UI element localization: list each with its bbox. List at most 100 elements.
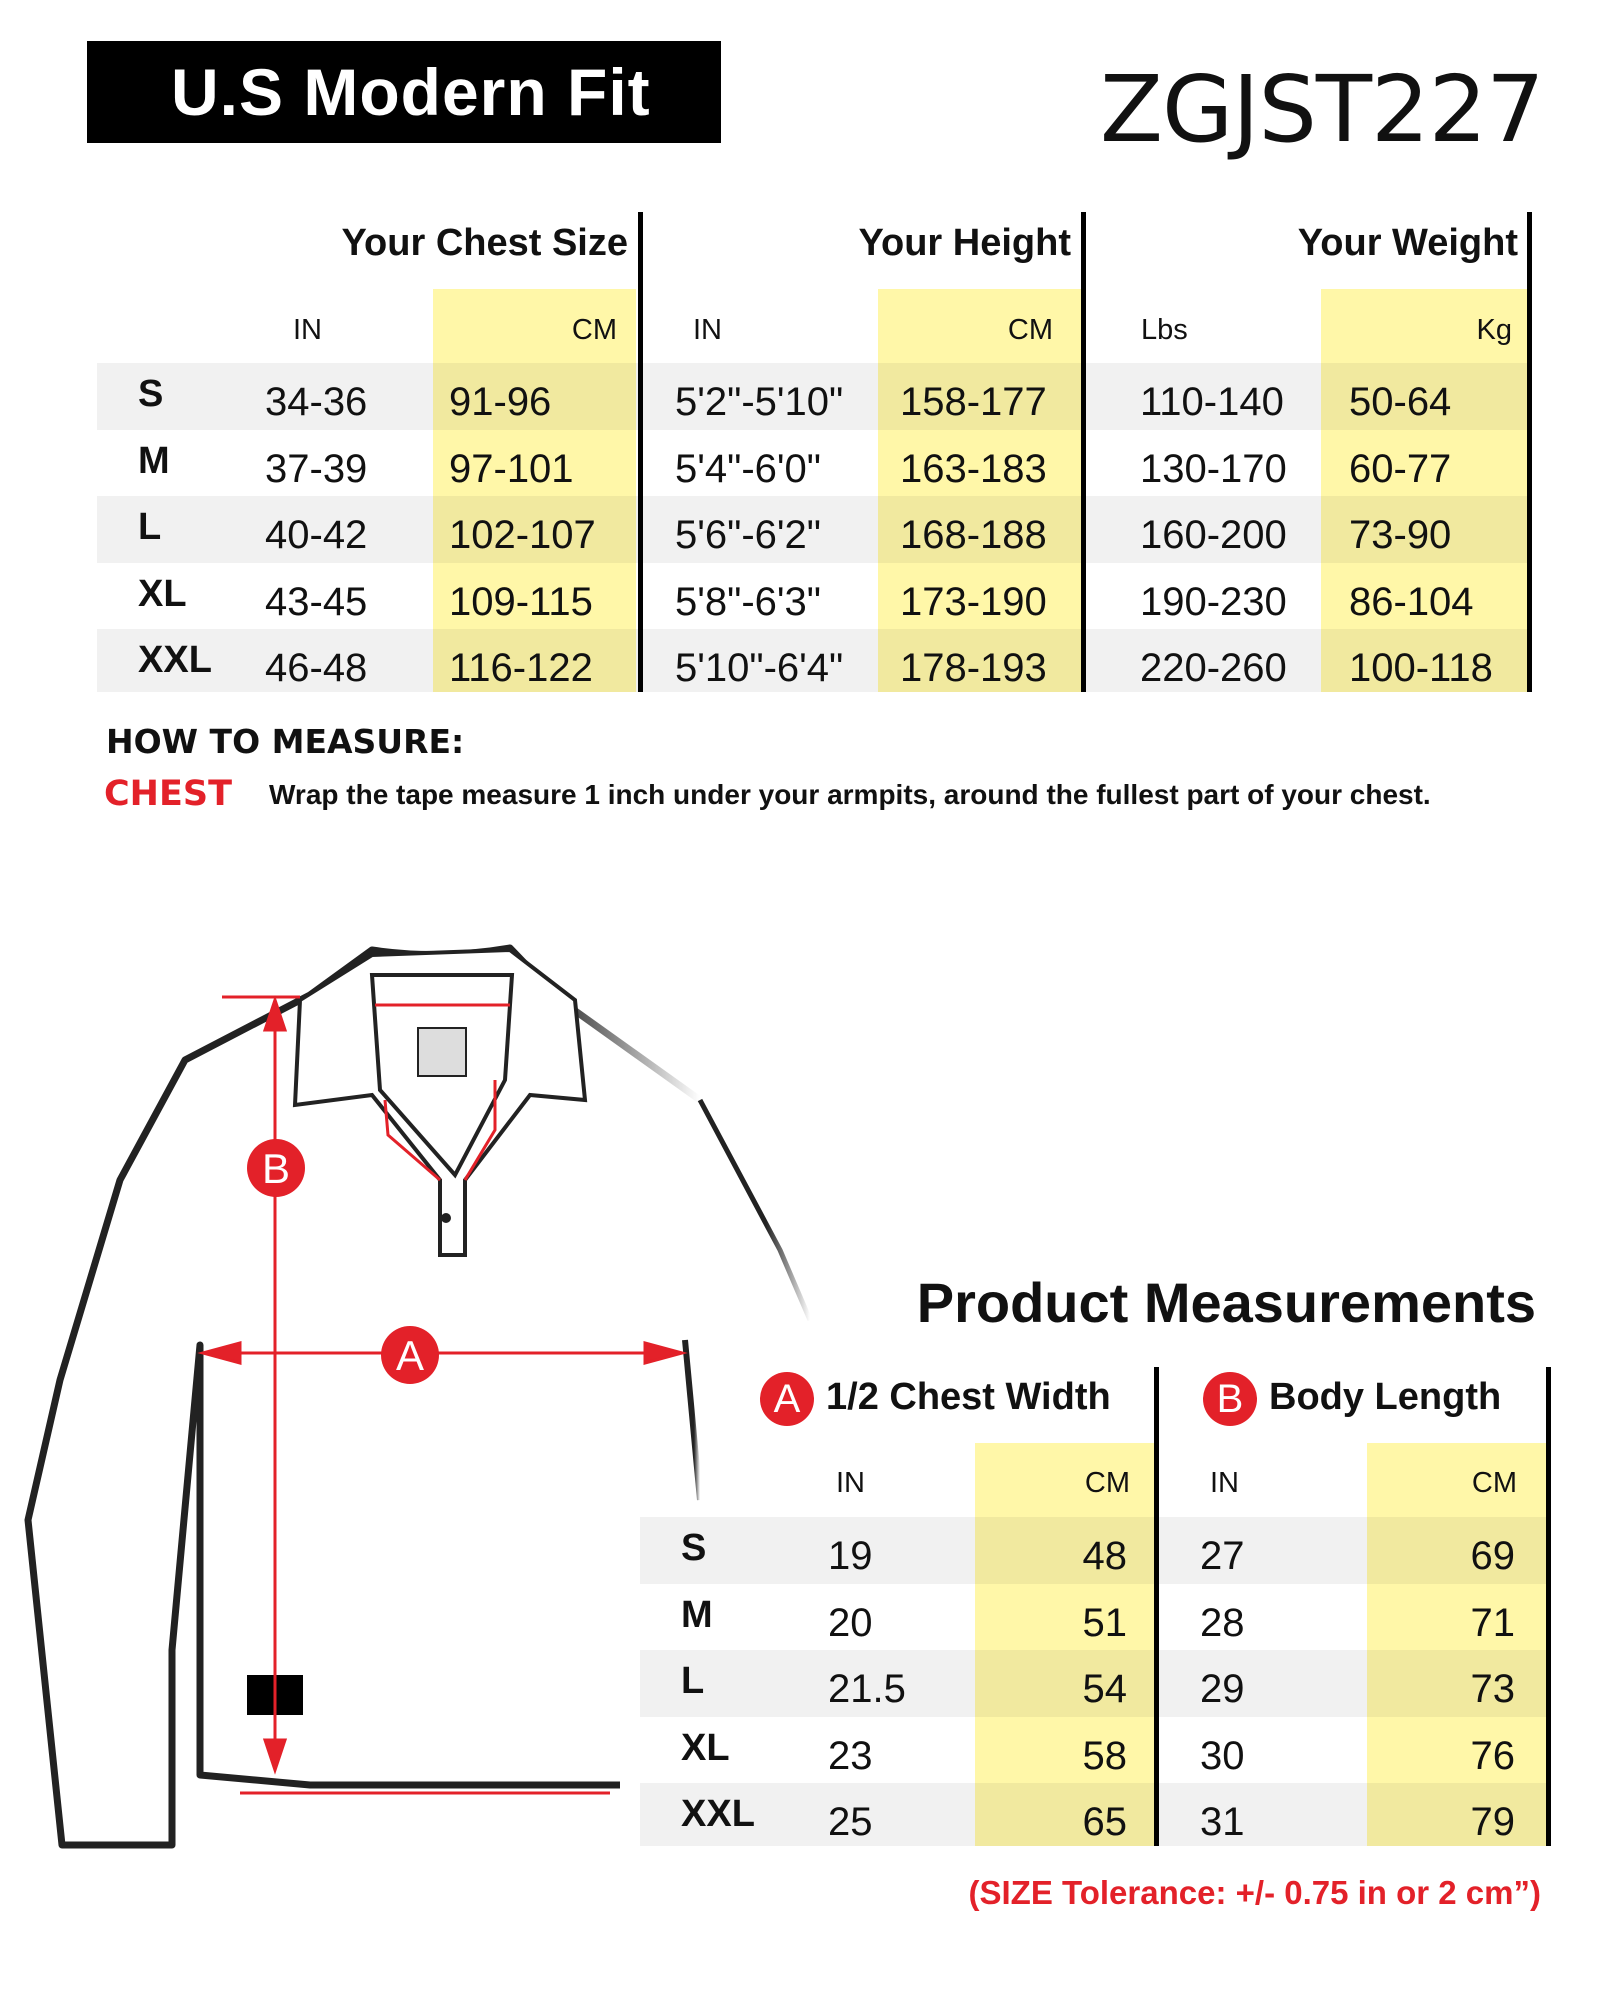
chest-label: CHEST <box>104 774 232 814</box>
size-label: S <box>138 373 164 415</box>
table-cell: 28 <box>1200 1600 1245 1645</box>
table-cell: 79 <box>1470 1800 1516 1844</box>
size-label: XXL <box>681 1793 755 1835</box>
size-label: XXL <box>138 639 212 681</box>
table-cell: 50-64 <box>1349 380 1452 424</box>
fit-title-banner: U.S Modern Fit <box>87 41 721 143</box>
divider <box>1546 1367 1551 1846</box>
marker-a-badge: A <box>760 1372 814 1426</box>
table-cell: 46-48 <box>265 646 368 690</box>
size-label: L <box>681 1660 705 1702</box>
row-stripe <box>97 363 1530 430</box>
marker-a-label: A <box>396 1332 424 1379</box>
unit-label: CM <box>1007 314 1053 346</box>
chest-width-header: A 1/2 Chest Width <box>760 1372 1111 1426</box>
kg-column-highlight <box>1321 289 1527 692</box>
table-cell: 54 <box>1082 1667 1128 1711</box>
marker-b-badge: B <box>1203 1372 1257 1426</box>
cm-column-highlight <box>975 1443 1154 1846</box>
unit-label: IN <box>693 314 722 346</box>
product-measurements-title: Product Measurements <box>916 1271 1536 1334</box>
table-cell: 21.5 <box>828 1667 906 1711</box>
table-cell: 60-77 <box>1349 446 1452 491</box>
table-cell: 163-183 <box>900 446 1047 491</box>
table-cell: 102-107 <box>449 513 596 557</box>
marker-a-circle <box>381 1326 439 1384</box>
table-cell: 71 <box>1470 1600 1516 1645</box>
unit-label: IN <box>1210 1467 1239 1499</box>
size-label: XL <box>138 572 187 615</box>
unit-label: IN <box>293 314 322 346</box>
table-cell: 5'2"-5'10" <box>675 380 844 424</box>
cm-column-highlight <box>433 289 636 692</box>
neck-label <box>417 1027 467 1077</box>
table-cell: 20 <box>828 1600 873 1645</box>
size-label: L <box>138 506 162 548</box>
product-code: ZGJST227 <box>1100 56 1545 163</box>
cm-column-highlight <box>878 289 1081 692</box>
cm-column-highlight <box>1367 1443 1546 1846</box>
table-cell: 31 <box>1200 1800 1245 1844</box>
unit-label: CM <box>571 314 617 346</box>
height-header: Your Height <box>858 222 1071 264</box>
table-cell: 168-188 <box>900 513 1047 557</box>
size-label: M <box>138 439 170 482</box>
table-cell: 91-96 <box>449 380 552 424</box>
size-tolerance-note: (SIZE Tolerance: +/- 0.75 in or 2 cm”) <box>968 1874 1541 1911</box>
table-cell: 178-193 <box>900 646 1047 690</box>
table-cell: 73 <box>1470 1667 1516 1711</box>
divider <box>1154 1367 1159 1846</box>
table-cell: 34-36 <box>265 380 368 424</box>
table-cell: 51 <box>1082 1600 1128 1645</box>
marker-b-label: B <box>262 1145 290 1192</box>
divider <box>1527 212 1532 692</box>
unit-label: Kg <box>1476 314 1512 346</box>
table-cell: 19 <box>828 1534 873 1578</box>
table-cell: 97-101 <box>449 446 574 491</box>
chest-size-header: Your Chest Size <box>341 222 628 264</box>
table-cell: 86-104 <box>1349 579 1474 624</box>
chest-width-title: 1/2 Chest Width <box>826 1376 1111 1419</box>
table-cell: 29 <box>1200 1667 1245 1711</box>
size-label: S <box>681 1527 707 1569</box>
table-cell: 69 <box>1470 1534 1516 1578</box>
divider <box>1081 212 1086 692</box>
table-cell: 5'6"-6'2" <box>675 513 821 557</box>
table-cell: 40-42 <box>265 513 368 557</box>
table-cell: 23 <box>828 1733 873 1778</box>
row-stripe <box>97 496 1530 563</box>
table-cell: 76 <box>1470 1733 1516 1778</box>
how-to-measure-heading: HOW TO MEASURE: <box>106 722 465 761</box>
body-length-header: B Body Length <box>1203 1372 1501 1426</box>
table-cell: 160-200 <box>1140 513 1287 557</box>
table-cell: 5'4"-6'0" <box>675 446 821 491</box>
table-cell: 65 <box>1082 1800 1128 1844</box>
unit-label: CM <box>1084 1467 1130 1499</box>
collar-trim <box>375 1003 510 1182</box>
table-cell: 30 <box>1200 1733 1245 1778</box>
table-cell: 37-39 <box>265 446 368 491</box>
table-cell: 190-230 <box>1140 579 1287 624</box>
table-cell: 100-118 <box>1349 646 1493 690</box>
size-label: XL <box>681 1726 730 1769</box>
button <box>441 1213 451 1223</box>
unit-label: CM <box>1471 1467 1517 1499</box>
table-cell: 5'8"-6'3" <box>675 579 821 624</box>
chest-instruction: Wrap the tape measure 1 inch under your … <box>269 779 1431 810</box>
table-cell: 25 <box>828 1800 873 1844</box>
table-cell: 130-170 <box>1140 446 1287 491</box>
collar <box>292 947 588 1257</box>
table-cell: 110-140 <box>1140 380 1284 424</box>
table-cell: 27 <box>1200 1534 1245 1578</box>
shirt-diagram: B A <box>24 944 813 1849</box>
table-cell: 116-122 <box>449 646 593 690</box>
divider <box>638 212 643 692</box>
measure-lines <box>197 995 688 1795</box>
body-length-title: Body Length <box>1269 1376 1502 1419</box>
table-cell: 109-115 <box>449 579 593 624</box>
table-cell: 73-90 <box>1349 513 1452 557</box>
table-cell: 58 <box>1082 1733 1128 1778</box>
table-cell: 158-177 <box>900 380 1047 424</box>
marker-b-circle <box>247 1139 305 1197</box>
unit-label: Lbs <box>1141 314 1188 346</box>
